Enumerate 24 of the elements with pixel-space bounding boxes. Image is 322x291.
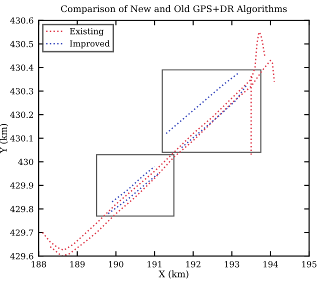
legend-label: Improved [70, 40, 110, 48]
y-tick-label: 429.6 [10, 253, 34, 260]
x-axis-title: X (km) [158, 270, 188, 279]
y-axis-title: Y (km) [0, 124, 8, 154]
y-tick-label: 430.6 [10, 17, 34, 24]
chart-title: Comparison of New and Old GPS+DR Algorithms [61, 5, 287, 14]
x-tick-label: 192 [186, 261, 200, 268]
y-tick-label: 430.2 [10, 112, 33, 118]
x-tick-label: 188 [32, 261, 46, 268]
x-tick-label: 195 [302, 261, 316, 268]
x-tick-label: 190 [108, 261, 124, 268]
y-tick-label: 430.3 [10, 88, 34, 94]
y-tick-label: 430.4 [10, 64, 34, 71]
y-tick-label: 429.8 [10, 206, 34, 212]
legend-label: Existing [70, 28, 104, 36]
x-tick-label: 193 [224, 261, 240, 268]
x-tick-label: 191 [148, 261, 162, 268]
x-tick-label: 194 [264, 261, 278, 268]
y-tick-label: 430.5 [10, 40, 34, 48]
y-tick-label: 430.1 [10, 135, 33, 142]
y-tick-label: 429.7 [10, 229, 34, 236]
y-tick-label: 430 [18, 158, 34, 166]
y-tick-label: 429.9 [10, 182, 34, 189]
x-tick-label: 189 [70, 261, 85, 268]
